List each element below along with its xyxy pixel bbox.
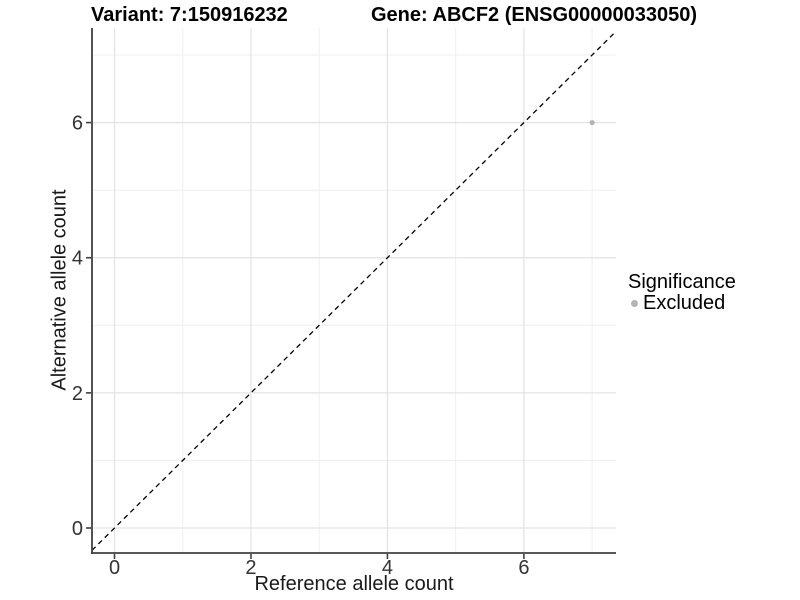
legend-title: Significance: [628, 271, 736, 293]
x-tick-label: 4: [382, 557, 393, 579]
y-tick-label: 2: [72, 383, 83, 405]
y-tick-label: 0: [72, 518, 83, 540]
y-tick-label: 6: [72, 113, 83, 135]
x-tick-label: 6: [518, 557, 529, 579]
gene-title: Gene: ABCF2 (ENSG00000033050): [371, 4, 698, 26]
data-point: [589, 119, 595, 126]
legend-item-excluded: Excluded: [631, 293, 736, 313]
x-tick-label: 0: [109, 557, 120, 579]
legend-point-icon: [631, 299, 638, 307]
legend: Significance Excluded: [628, 271, 736, 314]
identity-dashed-line: [91, 30, 617, 551]
legend-item-label: Excluded: [643, 292, 726, 314]
x-tick-label: 2: [245, 557, 256, 579]
x-axis-label: Reference allele count: [254, 573, 454, 595]
variant-title: Variant: 7:150916232: [91, 4, 288, 26]
y-tick-label: 4: [72, 248, 83, 270]
y-axis-label: Alternative allele count: [48, 189, 71, 391]
